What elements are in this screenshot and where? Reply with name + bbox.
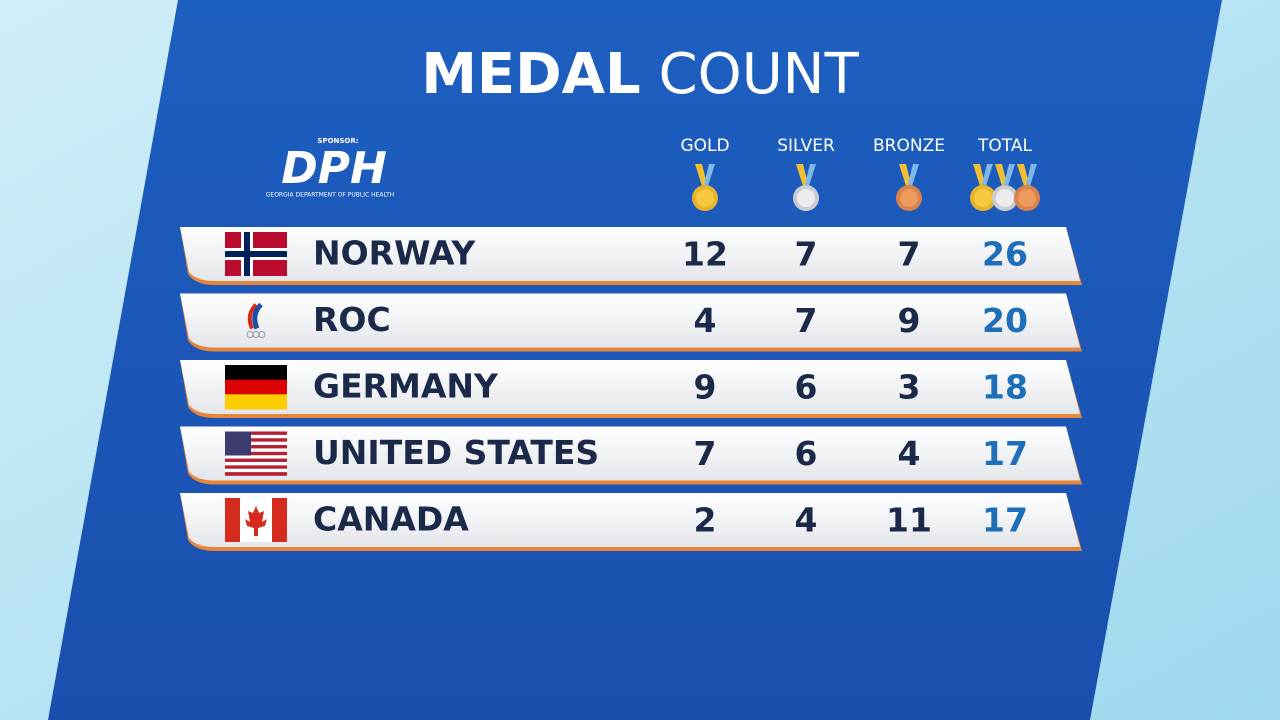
flag xyxy=(225,458,287,463)
country: NORWAY xyxy=(313,234,476,273)
medal-count: 7 xyxy=(795,301,818,340)
medal-count: 9 xyxy=(694,368,717,407)
total: 17 xyxy=(982,501,1028,540)
flag xyxy=(225,468,287,473)
medal-ribbon xyxy=(695,164,707,186)
medal-inner xyxy=(996,189,1014,207)
flag xyxy=(225,434,287,439)
medal-inner xyxy=(696,189,714,207)
medal-count: 6 xyxy=(795,434,818,473)
flag xyxy=(247,303,258,330)
medal-ribbon xyxy=(982,164,993,186)
sponsor-label: SPONSOR: xyxy=(317,137,358,145)
sponsor-name: GEORGIA DEPARTMENT OF PUBLIC HEALTH xyxy=(266,192,394,199)
flag xyxy=(225,438,287,442)
medal-count: 6 xyxy=(795,368,818,407)
flag xyxy=(272,498,287,542)
medal-inner xyxy=(900,189,918,207)
title-light: COUNT xyxy=(659,42,860,107)
total: 18 xyxy=(982,368,1028,407)
column-header: SILVER xyxy=(777,136,835,156)
medal-ribbon xyxy=(899,164,911,186)
flag xyxy=(225,498,240,542)
row xyxy=(180,360,1080,414)
medal-count: 7 xyxy=(694,434,717,473)
flag xyxy=(225,431,287,436)
medal-count: 4 xyxy=(795,501,818,540)
total: 17 xyxy=(982,434,1028,473)
flag xyxy=(225,431,251,456)
total: 26 xyxy=(982,235,1028,274)
medal-inner xyxy=(1018,189,1036,207)
medal-inner xyxy=(797,189,815,207)
medal-count: 12 xyxy=(682,235,728,274)
country: UNITED STATES xyxy=(313,433,599,472)
medal-ribbon xyxy=(995,164,1007,186)
flag xyxy=(225,379,287,395)
flag xyxy=(252,302,263,330)
flag xyxy=(225,394,287,410)
flag xyxy=(225,441,287,446)
column-header: GOLD xyxy=(680,136,729,156)
medal-count: 4 xyxy=(694,301,717,340)
medal-count: 11 xyxy=(886,501,932,540)
medal-ribbon xyxy=(1004,164,1015,186)
medal-count: 4 xyxy=(898,434,921,473)
medal-ribbon xyxy=(805,164,816,186)
flag xyxy=(258,331,266,338)
country: GERMANY xyxy=(313,367,499,406)
flag xyxy=(225,455,287,459)
flag xyxy=(225,461,287,466)
flag xyxy=(225,445,287,449)
country: CANADA xyxy=(313,500,469,539)
medal-ribbon xyxy=(973,164,985,186)
title-bold: MEDAL xyxy=(421,42,641,107)
medal-count: 7 xyxy=(795,235,818,274)
flag xyxy=(225,365,287,381)
flag xyxy=(225,465,287,470)
flag xyxy=(225,451,287,456)
sponsor-logo: DPH xyxy=(281,143,387,194)
row xyxy=(180,293,1080,348)
medal-ribbon xyxy=(1026,164,1037,186)
flag xyxy=(225,472,287,476)
row xyxy=(180,227,1080,281)
medal-inner xyxy=(974,189,992,207)
medal-ribbon xyxy=(796,164,808,186)
medal-count: 2 xyxy=(694,501,717,540)
medal-ribbon xyxy=(908,164,919,186)
title: MEDAL COUNT xyxy=(421,42,859,107)
medal-count: 7 xyxy=(898,235,921,274)
column-header: TOTAL xyxy=(977,136,1032,156)
row xyxy=(180,493,1080,547)
country: ROC xyxy=(313,300,391,339)
total: 20 xyxy=(982,301,1028,340)
flag xyxy=(245,506,267,536)
medal-count: 9 xyxy=(898,301,921,340)
flag xyxy=(225,448,287,453)
column-header: BRONZE xyxy=(873,136,945,156)
medal-count: 3 xyxy=(898,368,921,407)
row xyxy=(180,426,1080,481)
flag xyxy=(225,251,287,257)
medal-ribbon xyxy=(704,164,715,186)
medal-ribbon xyxy=(1017,164,1029,186)
